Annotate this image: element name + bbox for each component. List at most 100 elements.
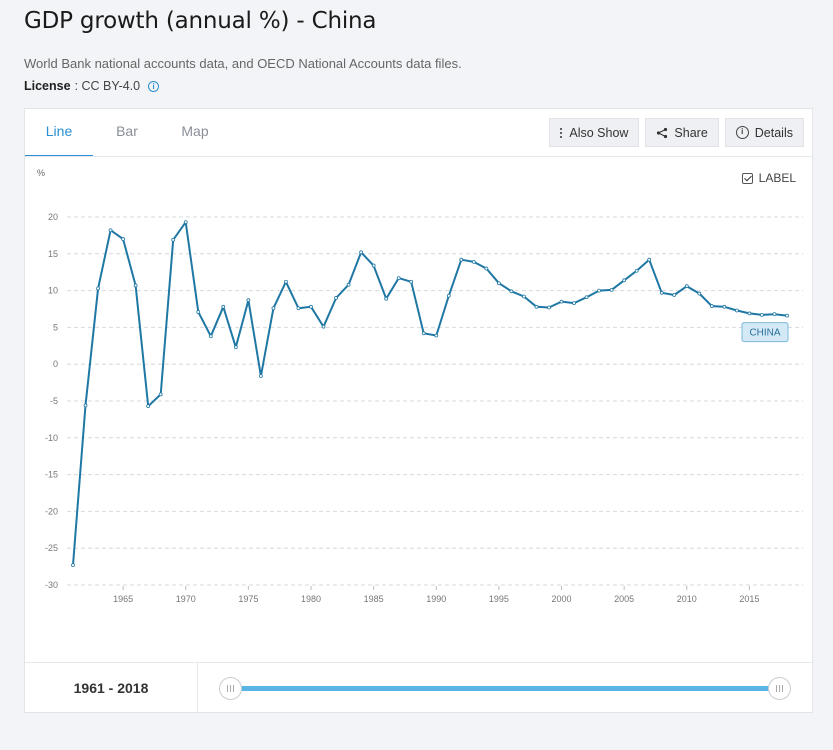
- data-point: [459, 257, 464, 262]
- data-point: [421, 331, 426, 336]
- info-icon[interactable]: i: [148, 80, 160, 92]
- data-point: [647, 257, 652, 262]
- x-tick-label: 2015: [739, 594, 759, 604]
- y-axis-unit-label: %: [37, 168, 45, 178]
- data-point: [734, 308, 739, 313]
- data-point: [108, 228, 113, 233]
- data-point: [709, 304, 714, 308]
- data-point: [772, 312, 777, 317]
- data-point: [158, 392, 163, 397]
- label-toggle-text: LABEL: [758, 171, 796, 185]
- data-point: [271, 306, 276, 311]
- y-tick-label: 15: [48, 249, 58, 259]
- data-point: [121, 237, 126, 241]
- page-title: GDP growth (annual %) - China: [24, 8, 377, 34]
- data-point: [534, 304, 539, 309]
- data-point: [284, 279, 288, 284]
- data-point: [321, 324, 326, 329]
- y-tick-label: -15: [45, 470, 58, 480]
- details-info-icon: i: [735, 126, 749, 139]
- data-point: [597, 288, 602, 293]
- chart-card: Line Bar Map Also Show Share i Details L…: [24, 108, 814, 713]
- y-tick-label: 5: [53, 322, 58, 332]
- data-point: [684, 284, 689, 289]
- data-point: [659, 290, 664, 295]
- data-point: [496, 281, 501, 286]
- x-tick-label: 1985: [364, 594, 384, 604]
- tab-line[interactable]: Line: [25, 109, 93, 157]
- data-point: [559, 299, 564, 304]
- data-point: [196, 310, 201, 314]
- data-point: [221, 304, 226, 309]
- data-point: [258, 374, 263, 378]
- label-checkbox[interactable]: [741, 172, 753, 184]
- data-point: [547, 305, 551, 310]
- series-label-china: CHINA: [749, 328, 780, 339]
- data-point: [760, 312, 764, 317]
- tab-bar[interactable]: Bar: [116, 123, 138, 139]
- series-line-china: [72, 221, 788, 566]
- data-point: [246, 298, 251, 303]
- data-point: [434, 333, 439, 338]
- kebab-icon: [560, 127, 563, 138]
- range-end-handle[interactable]: [768, 677, 791, 700]
- license-label: License: [24, 79, 71, 93]
- license-value: : CC BY-4.0: [74, 79, 141, 93]
- also-show-button[interactable]: Also Show: [549, 118, 640, 147]
- label-toggle[interactable]: LABEL: [741, 171, 796, 185]
- data-point: [396, 276, 401, 280]
- range-start-handle[interactable]: [219, 677, 242, 700]
- source-note: World Bank national accounts data, and O…: [24, 56, 462, 71]
- x-tick-label: 1980: [301, 594, 321, 604]
- x-tick-label: 1995: [489, 594, 509, 604]
- data-point: [572, 301, 576, 306]
- x-tick-label: 2005: [614, 594, 634, 604]
- details-label: Details: [754, 125, 793, 140]
- x-tick-label: 1990: [426, 594, 446, 604]
- data-point: [208, 334, 213, 339]
- data-point: [384, 296, 389, 301]
- share-icon: [657, 127, 668, 138]
- data-point: [484, 266, 489, 271]
- license-line: License : CC BY-4.0 i: [24, 79, 160, 93]
- data-point: [133, 283, 138, 288]
- data-point: [747, 311, 752, 316]
- range-slider-track[interactable]: [231, 686, 779, 691]
- y-tick-label: -25: [45, 543, 58, 553]
- chart-tabs: Line Bar Map: [25, 109, 229, 157]
- x-tick-label: 2010: [677, 594, 697, 604]
- y-tick-label: -10: [45, 433, 58, 443]
- x-tick-label: 1965: [113, 594, 133, 604]
- year-range-text: 1961 - 2018: [25, 663, 198, 713]
- chart-actions: Also Show Share i Details: [549, 118, 804, 147]
- share-label: Share: [674, 125, 708, 140]
- data-point: [697, 291, 702, 296]
- tab-map[interactable]: Map: [181, 123, 209, 139]
- data-point: [83, 403, 88, 408]
- share-button[interactable]: Share: [645, 118, 719, 147]
- data-point: [609, 287, 614, 292]
- y-tick-label: -30: [45, 580, 58, 590]
- x-tick-label: 1975: [238, 594, 258, 604]
- y-tick-label: 20: [48, 212, 58, 222]
- data-point: [371, 263, 376, 268]
- tab-divider: [25, 156, 814, 157]
- data-point: [785, 313, 789, 318]
- data-point: [296, 306, 301, 311]
- data-point: [446, 293, 451, 298]
- y-tick-label: 0: [53, 359, 58, 369]
- data-point: [672, 293, 677, 297]
- data-point: [233, 345, 238, 350]
- grip-icon: [227, 685, 234, 692]
- data-point: [96, 286, 100, 291]
- data-point: [71, 563, 75, 568]
- data-point: [334, 296, 338, 300]
- series-label-box: [741, 322, 789, 343]
- details-button[interactable]: i Details: [724, 118, 804, 147]
- data-point: [584, 295, 589, 300]
- data-point: [409, 279, 414, 284]
- data-point: [522, 294, 526, 299]
- data-point: [634, 268, 639, 273]
- data-point: [359, 250, 364, 255]
- data-point: [346, 282, 351, 287]
